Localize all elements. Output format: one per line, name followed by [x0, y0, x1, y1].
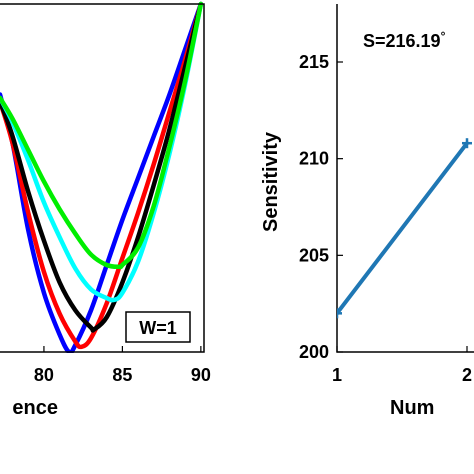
left-series-line-1 — [0, 1, 204, 353]
right-series-group — [337, 138, 472, 319]
right-axes-frame — [336, 4, 474, 353]
left-x-tick-label: 85 — [112, 365, 132, 385]
right-series-point — [337, 308, 342, 319]
left-chart: 80 85 90 W=1 ence — [0, 1, 211, 419]
right-y-axis-label: Sensitivity — [260, 131, 282, 232]
left-series-line-5 — [0, 1, 204, 270]
right-y-tick-label: 200 — [299, 342, 329, 362]
left-x-tick-label: 80 — [34, 365, 54, 385]
right-annotation-text: S=216.19 — [363, 31, 441, 51]
right-y-tick-label: 210 — [299, 149, 329, 169]
left-x-tick-label: 90 — [191, 365, 211, 385]
left-axes-frame — [0, 3, 205, 353]
right-series-line-1 — [337, 141, 469, 316]
left-x-axis-label: ence — [12, 397, 58, 419]
right-y-tick-label: 205 — [299, 245, 329, 265]
right-series-point — [462, 138, 472, 149]
left-series-group — [0, 1, 204, 353]
right-y-tick-label: 215 — [299, 52, 329, 72]
right-x-axis-label: Num — [390, 397, 434, 419]
left-series-line-3 — [0, 1, 204, 333]
right-y-ticks: 200 205 210 215 — [299, 52, 343, 362]
right-x-tick-label: 1 — [332, 365, 342, 385]
left-x-ticks: 80 85 90 — [34, 346, 211, 385]
right-annotation: S=216.19° — [363, 29, 446, 51]
right-annotation-suffix: ° — [441, 29, 446, 43]
left-series-line-2 — [0, 1, 204, 350]
left-annotation: W=1 — [139, 318, 177, 338]
left-annotation-box — [125, 311, 191, 343]
right-x-tick-label: 2 — [462, 365, 472, 385]
